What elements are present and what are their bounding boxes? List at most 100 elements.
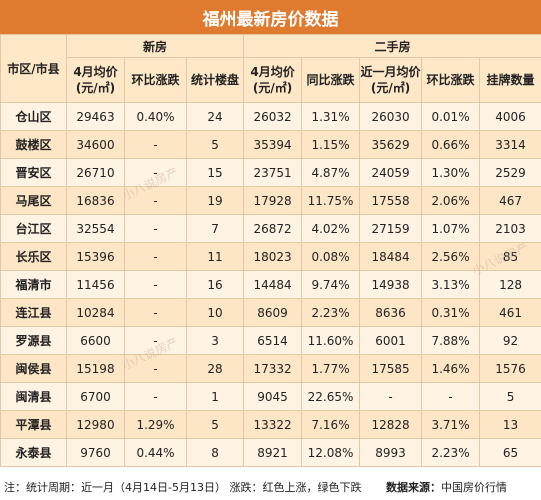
sec-yoy-cell: 1.31% [301,102,361,131]
sec-listing-cell: 13 [479,410,541,439]
sec-recent-cell: 26030 [359,102,423,131]
sec-recent-cell: 14938 [359,270,423,299]
new-stat-cell: 1 [185,382,245,411]
city-cell: 平潭县 [0,410,67,439]
new-stat-cell: 19 [185,186,245,215]
sec-mom-cell: 1.46% [421,354,481,383]
footer-period: 注：统计周期：近一月（4月14日-5月13日） 涨跌：红色上涨，绿色下跌 [4,481,362,494]
col-new-stat: 统计楼盘 [185,57,245,103]
sec-yoy-cell: 1.77% [301,354,361,383]
sec-mom-cell: 0.31% [421,298,481,327]
sec-price-cell: 9045 [243,382,303,411]
new-price-cell: 9760 [66,438,125,467]
sec-mom-cell: 3.71% [421,410,481,439]
sec-price-cell: 6514 [243,326,303,355]
new-price-cell: 6700 [66,382,125,411]
new-stat-cell: 8 [185,438,245,467]
sec-mom-cell: - [421,382,481,411]
sec-recent-cell: 18484 [359,242,423,271]
sec-mom-cell: 1.07% [421,214,481,243]
sec-recent-cell: 8993 [359,438,423,467]
sec-listing-cell: 85 [479,242,541,271]
city-cell: 鼓楼区 [0,130,67,159]
city-cell: 晋安区 [0,158,67,187]
sec-listing-cell: 128 [479,270,541,299]
sec-yoy-cell: 0.08% [301,242,361,271]
new-mom-cell: 0.40% [124,102,187,131]
sec-listing-cell: 2529 [479,158,541,187]
new-stat-cell: 10 [185,298,245,327]
sec-price-cell: 35394 [243,130,303,159]
new-price-cell: 12980 [66,410,125,439]
footer-source-label: 数据来源： [386,481,441,494]
table-row: 罗源县 6600-3 6514 11.60% 6001 7.88% 92 [0,326,541,355]
sec-yoy-cell: 4.87% [301,158,361,187]
sec-mom-cell: 1.30% [421,158,481,187]
sec-price-cell: 13322 [243,410,303,439]
city-cell: 闽侯县 [0,354,67,383]
col-sec-price: 4月均价 (元/㎡) [243,57,303,103]
new-stat-cell: 16 [185,270,245,299]
new-stat-cell: 7 [185,214,245,243]
sec-listing-cell: 461 [479,298,541,327]
new-price-cell: 10284 [66,298,125,327]
new-price-cell: 32554 [66,214,125,243]
city-cell: 台江区 [0,214,67,243]
new-mom-cell: - [124,382,187,411]
new-mom-cell: - [124,354,187,383]
new-price-cell: 11456 [66,270,125,299]
new-price-cell: 16836 [66,186,125,215]
sec-yoy-cell: 12.08% [301,438,361,467]
new-stat-cell: 5 [185,130,245,159]
sec-recent-cell: 12828 [359,410,423,439]
col-new-price: 4月均价 (元/㎡) [66,57,125,103]
price-table: 市区/市县 新房 二手房 4月均价 (元/㎡) 环比涨跌 统计楼盘 4月均价 (… [0,34,541,467]
new-stat-cell: 28 [185,354,245,383]
table-row: 仓山区 29463 0.40% 24 26032 1.31% 26030 0.01% 4006 [0,102,541,131]
sec-price-cell: 18023 [243,242,303,271]
col-sec-recent: 近一月均价(元/㎡) [359,57,423,103]
table-row: 连江县 10284-10 8609 2.23% 8636 0.31% 461 [0,298,541,327]
new-mom-cell: - [124,214,187,243]
table-row: 闽清县 6700-1 9045 22.65% - -5 [0,382,541,411]
sec-listing-cell: 2103 [479,214,541,243]
sec-listing-cell: 92 [479,326,541,355]
sec-listing-cell: 1576 [479,354,541,383]
corner-header: 市区/市县 [0,34,67,103]
sec-mom-cell: 0.66% [421,130,481,159]
footer: 注：统计周期：近一月（4月14日-5月13日） 涨跌：红色上涨，绿色下跌 数据来… [0,474,541,500]
sec-recent-cell: 17558 [359,186,423,215]
footer-source-name: 中国房价行情 [441,481,507,494]
new-mom-cell: - [124,130,187,159]
sec-price-cell: 17332 [243,354,303,383]
sec-listing-cell: 65 [479,438,541,467]
city-cell: 福清市 [0,270,67,299]
sec-yoy-cell: 11.75% [301,186,361,215]
new-stat-cell: 3 [185,326,245,355]
sec-listing-cell: 4006 [479,102,541,131]
sec-recent-cell: 8636 [359,298,423,327]
city-cell: 罗源县 [0,326,67,355]
sec-price-cell: 26032 [243,102,303,131]
sec-yoy-cell: 11.60% [301,326,361,355]
new-stat-cell: 15 [185,158,245,187]
table-row: 福清市 11456-16 14484 9.74% 14938 3.13% 128 [0,270,541,299]
new-mom-cell: - [124,186,187,215]
table-row: 鼓楼区 34600-5 35394 1.15% 35629 0.66% 3314 [0,130,541,159]
new-price-cell: 15396 [66,242,125,271]
new-price-cell: 6600 [66,326,125,355]
new-mom-cell: 1.29% [124,410,187,439]
sec-listing-cell: 467 [479,186,541,215]
group-header-new: 新房 [65,34,245,58]
col-sec-yoy: 同比涨跌 [301,57,361,103]
sec-recent-cell: - [359,382,423,411]
new-mom-cell: - [124,298,187,327]
new-price-cell: 29463 [66,102,125,131]
new-price-cell: 15198 [66,354,125,383]
sec-price-cell: 23751 [243,158,303,187]
sec-mom-cell: 2.06% [421,186,481,215]
new-stat-cell: 11 [185,242,245,271]
sec-listing-cell: 3314 [479,130,541,159]
new-mom-cell: - [124,326,187,355]
city-cell: 闽清县 [0,382,67,411]
